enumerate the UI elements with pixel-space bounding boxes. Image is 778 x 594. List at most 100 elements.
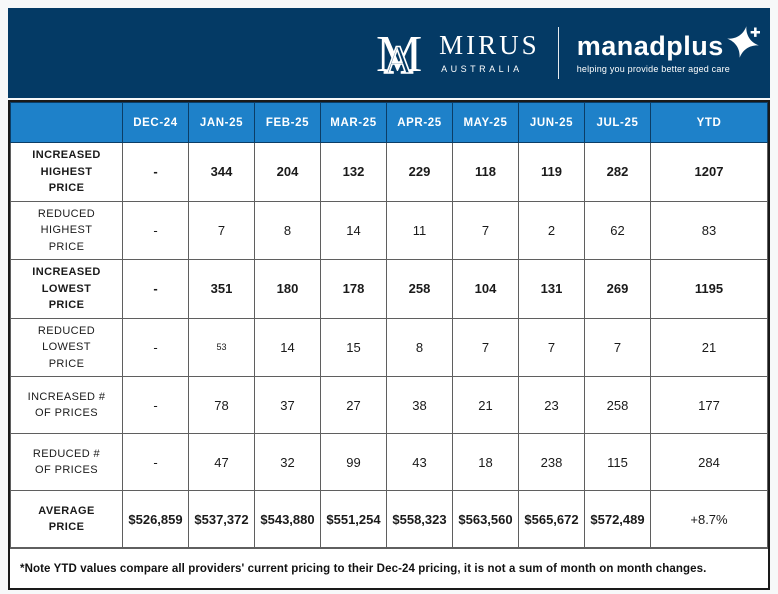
value-cell: 2 — [518, 200, 585, 260]
row-label: REDUCED # OF PRICES — [10, 433, 123, 491]
value-cell: 15 — [320, 317, 387, 377]
row-label: REDUCED LOWEST PRICE — [10, 317, 123, 377]
value-cell: 1207 — [650, 142, 768, 202]
value-cell: - — [122, 142, 189, 202]
row-label: INCREASED HIGHEST PRICE — [10, 142, 123, 202]
corner-header — [10, 102, 123, 143]
value-cell: 269 — [584, 259, 651, 319]
value-cell: $565,672 — [518, 490, 585, 548]
manadplus-logo: manadplus helping you provide better age… — [576, 25, 760, 74]
manadplus-tagline: helping you provide better aged care — [576, 63, 730, 74]
value-cell: 8 — [386, 317, 453, 377]
value-cell: - — [122, 317, 189, 377]
value-cell: 37 — [254, 376, 321, 434]
value-cell: 351 — [188, 259, 255, 319]
value-cell: 38 — [386, 376, 453, 434]
row-label: REDUCED HIGHEST PRICE — [10, 200, 123, 260]
banner-divider — [557, 27, 559, 79]
header-row: DEC-24 JAN-25 FEB-25 MAR-25 APR-25 MAY-25 JUN-… — [10, 102, 768, 143]
table-body: INCREASED HIGHEST PRICE -344 204 132 229 118 1… — [10, 142, 768, 548]
value-cell: 119 — [518, 142, 585, 202]
value-cell: 62 — [584, 200, 651, 260]
value-cell: 204 — [254, 142, 321, 202]
column-header: MAR-25 — [320, 102, 387, 143]
value-cell: 78 — [188, 376, 255, 434]
mirus-text-block: MIRUS AUSTRALIA — [439, 30, 540, 75]
value-cell: $558,323 — [386, 490, 453, 548]
svg-text:M: M — [376, 27, 422, 79]
column-header: JUL-25 — [584, 102, 651, 143]
value-cell: 7 — [518, 317, 585, 377]
pricing-table-grid: DEC-24 JAN-25 FEB-25 MAR-25 APR-25 MAY-25 JUN-… — [10, 102, 768, 548]
table-row: INCREASED HIGHEST PRICE -344 204 132 229 118 1… — [10, 142, 768, 202]
row-label: INCREASED # OF PRICES — [10, 376, 123, 434]
value-cell: 131 — [518, 259, 585, 319]
value-cell: $526,859 — [122, 490, 189, 548]
column-header: JAN-25 — [188, 102, 255, 143]
table-row: INCREASED LOWEST PRICE -351 180 178 258 104 13… — [10, 259, 768, 319]
table-row: REDUCED LOWEST PRICE -53 14 15 8 7 7 7 21 — [10, 317, 768, 377]
value-cell: 27 — [320, 376, 387, 434]
row-label: INCREASED LOWEST PRICE — [10, 259, 123, 319]
value-cell: +8.7% — [650, 490, 768, 548]
value-cell: 282 — [584, 142, 651, 202]
value-cell: 53 — [188, 317, 255, 377]
value-cell: 83 — [650, 200, 768, 260]
mirus-wordmark: MIRUS — [439, 30, 540, 60]
table-row: AVERAGE PRICE $526,859 $537,372 $543,880 $55… — [10, 490, 768, 548]
value-cell: 177 — [650, 376, 768, 434]
value-cell: 258 — [386, 259, 453, 319]
value-cell: 7 — [452, 200, 519, 260]
value-cell: 180 — [254, 259, 321, 319]
value-cell: 99 — [320, 433, 387, 491]
value-cell: $563,560 — [452, 490, 519, 548]
value-cell: 11 — [386, 200, 453, 260]
value-cell: 8 — [254, 200, 321, 260]
value-cell: $537,372 — [188, 490, 255, 548]
value-cell: 18 — [452, 433, 519, 491]
manadplus-row: manadplus — [576, 25, 760, 61]
value-cell: - — [122, 200, 189, 260]
value-cell: 23 — [518, 376, 585, 434]
value-cell: 132 — [320, 142, 387, 202]
column-header: YTD — [650, 102, 768, 143]
manadplus-star-icon — [727, 25, 760, 58]
value-cell: 258 — [584, 376, 651, 434]
value-cell: 21 — [452, 376, 519, 434]
column-header: DEC-24 — [122, 102, 189, 143]
value-cell: 7 — [188, 200, 255, 260]
value-cell: 7 — [584, 317, 651, 377]
value-cell: 7 — [452, 317, 519, 377]
value-cell: $551,254 — [320, 490, 387, 548]
value-cell: $543,880 — [254, 490, 321, 548]
svg-text:A: A — [384, 37, 413, 79]
row-label: AVERAGE PRICE — [10, 490, 123, 548]
table-row: REDUCED # OF PRICES -47 32 99 43 18 238 115 284 — [10, 433, 768, 491]
value-cell: 1195 — [650, 259, 768, 319]
value-cell: $572,489 — [584, 490, 651, 548]
value-cell: 104 — [452, 259, 519, 319]
mirus-logo: M A MIRUS AUSTRALIA — [375, 27, 540, 79]
brand-banner: M A MIRUS AUSTRALIA manadplus helping yo… — [8, 8, 770, 98]
value-cell: 344 — [188, 142, 255, 202]
table-row: REDUCED HIGHEST PRICE -7 8 14 11 7 2 62 83 — [10, 200, 768, 260]
manadplus-wordmark: manadplus — [576, 30, 724, 61]
value-cell: 118 — [452, 142, 519, 202]
column-header: FEB-25 — [254, 102, 321, 143]
table-row: INCREASED # OF PRICES -78 37 27 38 21 23 258 177 — [10, 376, 768, 434]
column-header: JUN-25 — [518, 102, 585, 143]
value-cell: - — [122, 376, 189, 434]
value-cell: 21 — [650, 317, 768, 377]
column-header: APR-25 — [386, 102, 453, 143]
value-cell: 43 — [386, 433, 453, 491]
value-cell: 238 — [518, 433, 585, 491]
value-cell: 178 — [320, 259, 387, 319]
value-cell: - — [122, 259, 189, 319]
value-cell: - — [122, 433, 189, 491]
value-cell: 32 — [254, 433, 321, 491]
value-cell: 14 — [254, 317, 321, 377]
mirus-monogram-icon: M A — [376, 27, 422, 79]
value-cell: 47 — [188, 433, 255, 491]
value-cell: 284 — [650, 433, 768, 491]
